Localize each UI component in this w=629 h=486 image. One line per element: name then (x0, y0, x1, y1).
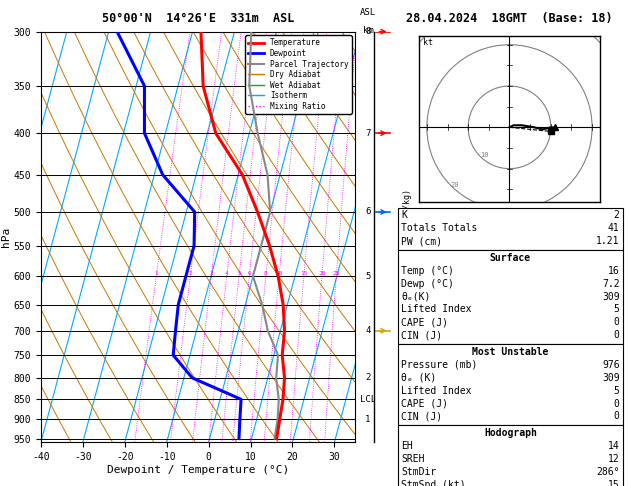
Text: 50°00'N  14°26'E  331m  ASL: 50°00'N 14°26'E 331m ASL (102, 12, 294, 25)
Legend: Temperature, Dewpoint, Parcel Trajectory, Dry Adiabat, Wet Adiabat, Isotherm, Mi: Temperature, Dewpoint, Parcel Trajectory… (245, 35, 352, 114)
Text: 5: 5 (614, 386, 620, 396)
Text: 1.21: 1.21 (596, 236, 620, 246)
Text: 16: 16 (608, 266, 620, 276)
Text: 15: 15 (608, 480, 620, 486)
Text: kt: kt (423, 38, 433, 47)
X-axis label: Dewpoint / Temperature (°C): Dewpoint / Temperature (°C) (107, 465, 289, 475)
Text: 0: 0 (614, 399, 620, 409)
Text: 2: 2 (188, 271, 192, 277)
Text: 8: 8 (365, 27, 370, 36)
Text: CAPE (J): CAPE (J) (401, 317, 448, 328)
Text: 25: 25 (333, 271, 340, 277)
Text: Lifted Index: Lifted Index (401, 386, 472, 396)
Text: © weatheronline.co.uk: © weatheronline.co.uk (453, 466, 566, 475)
Text: PW (cm): PW (cm) (401, 236, 442, 246)
Text: 3: 3 (209, 271, 213, 277)
Text: 20: 20 (318, 271, 326, 277)
Text: 309: 309 (602, 292, 620, 302)
Text: 15: 15 (300, 271, 308, 277)
Text: 976: 976 (602, 360, 620, 370)
Text: 0: 0 (614, 330, 620, 340)
Text: Hodograph: Hodograph (484, 428, 537, 438)
Text: 14: 14 (608, 441, 620, 451)
Text: CIN (J): CIN (J) (401, 411, 442, 421)
Text: θₑ(K): θₑ(K) (401, 292, 431, 302)
Text: 1: 1 (365, 415, 370, 424)
Text: 286°: 286° (596, 467, 620, 477)
Text: CAPE (J): CAPE (J) (401, 399, 448, 409)
Text: SREH: SREH (401, 454, 425, 464)
Text: 5: 5 (365, 272, 370, 281)
Y-axis label: hPa: hPa (1, 227, 11, 247)
Text: 4: 4 (365, 326, 370, 335)
Text: θₑ (K): θₑ (K) (401, 373, 437, 383)
Text: 5: 5 (614, 305, 620, 314)
Text: 2: 2 (365, 373, 370, 382)
Text: Totals Totals: Totals Totals (401, 224, 477, 233)
Text: ASL: ASL (360, 8, 376, 17)
Text: 7: 7 (365, 129, 370, 138)
Text: 20: 20 (450, 182, 459, 188)
Text: 12: 12 (608, 454, 620, 464)
Text: 8: 8 (264, 271, 268, 277)
Text: 0: 0 (614, 411, 620, 421)
Text: 6: 6 (365, 208, 370, 216)
Text: 28.04.2024  18GMT  (Base: 18): 28.04.2024 18GMT (Base: 18) (406, 12, 613, 25)
Text: 0: 0 (614, 317, 620, 328)
Text: Surface: Surface (490, 253, 531, 263)
Text: Pressure (mb): Pressure (mb) (401, 360, 477, 370)
Text: LCL: LCL (360, 395, 376, 404)
Text: 2: 2 (614, 210, 620, 221)
Text: 10: 10 (276, 271, 283, 277)
Text: Dewp (°C): Dewp (°C) (401, 279, 454, 289)
Text: Temp (°C): Temp (°C) (401, 266, 454, 276)
Text: StmSpd (kt): StmSpd (kt) (401, 480, 466, 486)
Text: K: K (401, 210, 407, 221)
Text: 5: 5 (237, 271, 241, 277)
Text: km: km (362, 26, 374, 35)
Text: Mixing Ratio (g/kg): Mixing Ratio (g/kg) (403, 190, 412, 284)
Text: StmDir: StmDir (401, 467, 437, 477)
Text: Most Unstable: Most Unstable (472, 347, 548, 357)
Text: 1: 1 (154, 271, 158, 277)
Text: 7.2: 7.2 (602, 279, 620, 289)
Text: 10: 10 (480, 152, 488, 158)
Text: 41: 41 (608, 224, 620, 233)
Text: 309: 309 (602, 373, 620, 383)
Text: 4: 4 (225, 271, 228, 277)
Text: 6: 6 (247, 271, 251, 277)
Text: EH: EH (401, 441, 413, 451)
Text: CIN (J): CIN (J) (401, 330, 442, 340)
Text: Lifted Index: Lifted Index (401, 305, 472, 314)
